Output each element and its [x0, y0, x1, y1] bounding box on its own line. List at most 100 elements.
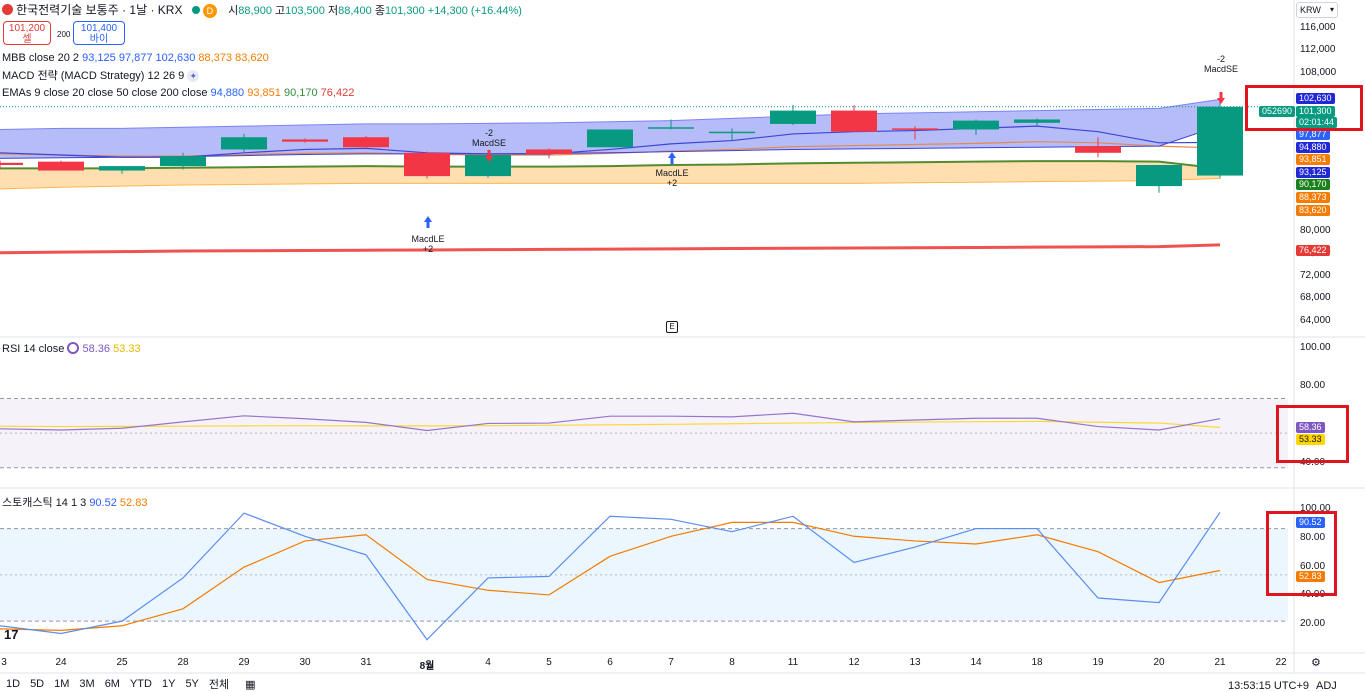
indicator-macd[interactable]: MACD 전략 (MACD Strategy) 12 26 9 ✦	[2, 69, 200, 83]
tf-5d[interactable]: 5D	[30, 678, 45, 690]
tf-5y[interactable]: 5Y	[185, 678, 199, 690]
signal-macd-se: -2 MacdSE	[1203, 54, 1239, 74]
mbb-v1: 93,125	[82, 52, 116, 64]
indicator-emas[interactable]: EMAs 9 close 20 close 50 close 200 close…	[2, 86, 354, 100]
candle-body	[953, 120, 999, 130]
price-tick: 80,000	[1300, 225, 1331, 236]
ohlc-open: 88,900	[238, 5, 272, 17]
macd-label: MACD 전략 (MACD Strategy) 12 26 9	[2, 70, 185, 82]
status-dot-icon	[191, 6, 200, 14]
earnings-marker[interactable]: E	[666, 321, 678, 333]
tf-ytd[interactable]: YTD	[129, 678, 152, 690]
short-arrow-icon	[1217, 92, 1225, 104]
candle-body	[404, 152, 450, 177]
symbol-title: 한국전력기술 보통주 · 1날 · KRX	[16, 3, 183, 17]
price-tag-ema50: 90,170	[1296, 179, 1330, 190]
spread-value: 200	[57, 30, 71, 39]
highlight-box-price	[1245, 85, 1363, 131]
sell-price: 101,200	[8, 23, 46, 34]
adj-toggle[interactable]: ADJ	[1316, 680, 1337, 692]
price-tag-last: 101,300	[1296, 106, 1335, 117]
ema200-line	[0, 243, 1221, 255]
price-tick: 68,000	[1300, 292, 1331, 303]
mbb-lower-line	[0, 177, 1221, 190]
currency-select[interactable]: KRW ▾	[1296, 2, 1338, 18]
logo-icon	[2, 4, 13, 15]
candle-body	[648, 127, 694, 129]
stoch-d-tag: 52.83	[1296, 571, 1325, 582]
date-tick-label: 14	[970, 657, 982, 668]
candle-body	[282, 139, 328, 142]
symbol-header[interactable]: 한국전력기술 보통주 · 1날 · KRX D 시88,900 고103,500…	[2, 3, 522, 18]
date-tick-label: 31	[360, 657, 372, 668]
mbb-upper-band	[0, 99, 1220, 159]
price-tag-mbb-basis: 97,877	[1296, 129, 1330, 140]
signal-macd-se: -2 MacdSE	[471, 128, 507, 148]
price-tick: 112,000	[1300, 44, 1336, 55]
rsi-settings-icon[interactable]	[67, 342, 80, 354]
currency-value: KRW	[1300, 5, 1321, 15]
indicator-rsi[interactable]: RSI 14 close 58.36 53.33	[2, 342, 141, 356]
price-tick: 108,000	[1300, 67, 1337, 78]
date-tick-label: 3	[1, 657, 7, 668]
tf-3m[interactable]: 3M	[79, 678, 95, 690]
mbb-v5: 83,620	[235, 52, 269, 64]
highlight-box-rsi	[1276, 405, 1349, 463]
short-arrow-icon	[485, 150, 493, 162]
buy-button[interactable]: 101,400 바이	[73, 21, 125, 45]
stoch-band	[0, 528, 1288, 622]
candle-body	[831, 110, 877, 132]
mbb-v4: 88,373	[198, 52, 233, 64]
date-tick-label: 5	[546, 657, 552, 668]
rsi-v1: 58.36	[82, 343, 111, 355]
ohlc-low: 88,400	[338, 5, 372, 17]
mbb-upper-line	[0, 98, 1221, 130]
candle-body	[0, 162, 23, 166]
tf-1y[interactable]: 1Y	[161, 678, 176, 690]
clock[interactable]: 13:53:15 UTC+9	[1228, 680, 1310, 692]
sell-button[interactable]: 101,200 셀	[3, 21, 51, 45]
buy-price: 101,400	[80, 23, 118, 34]
rsi-tick: 100.00	[1300, 342, 1331, 353]
tf-1d[interactable]: 1D	[6, 678, 21, 690]
candle-body	[526, 149, 572, 154]
date-tick-label: 25	[116, 657, 128, 668]
price-tag-ema200: 76,422	[1296, 245, 1330, 256]
candle-body	[343, 137, 389, 148]
mbb-v3: 102,630	[155, 52, 196, 64]
date-tick-label: 19	[1092, 657, 1104, 668]
ohlc-high: 103,500	[285, 5, 325, 17]
badge-d: D	[202, 4, 218, 18]
candle-body	[1136, 165, 1182, 187]
rsi-tag: 58.36	[1296, 422, 1325, 433]
mbb-label: MBB close 20 2	[2, 52, 80, 64]
date-range-icon[interactable]: ▦	[245, 678, 256, 691]
tf-all[interactable]: 전체	[208, 679, 230, 691]
price-tag-mbb-lower2: 83,620	[1296, 205, 1330, 216]
tf-1m[interactable]: 1M	[54, 678, 70, 690]
ohlc-change: +14,300 (+16.44%)	[427, 5, 522, 17]
indicator-stoch[interactable]: 스토캐스틱 14 1 3 90.52 52.83	[2, 496, 147, 510]
ohlc-close: 101,300	[384, 5, 425, 17]
date-tick-label: 18	[1031, 657, 1043, 668]
chevron-down-icon: ▾	[1329, 5, 1334, 14]
stoch-v1: 90.52	[89, 497, 117, 509]
stoch-tick: 80.00	[1300, 532, 1326, 543]
candle-body	[38, 161, 84, 171]
macd-settings-icon[interactable]: ✦	[187, 70, 200, 82]
tf-6m[interactable]: 6M	[104, 678, 120, 690]
ohlc-high-label: 고	[275, 5, 286, 17]
price-tag-ema20: 93,851	[1296, 154, 1330, 165]
indicator-mbb[interactable]: MBB close 20 2 93,125 97,877 102,630 88,…	[2, 51, 269, 65]
date-tick-label: 4	[485, 657, 491, 668]
stoch-k-tag: 90.52	[1296, 517, 1325, 528]
price-tag-mbb-lower1: 88,373	[1296, 192, 1330, 203]
long-arrow-icon	[668, 152, 676, 164]
long-arrow-icon	[424, 216, 432, 228]
emas-v1: 94,880	[210, 87, 245, 99]
emas-label: EMAs 9 close 20 close 50 close 200 close	[2, 87, 208, 99]
ohlc-open-label: 시	[228, 5, 239, 17]
gear-icon[interactable]: ⚙	[1311, 657, 1321, 669]
